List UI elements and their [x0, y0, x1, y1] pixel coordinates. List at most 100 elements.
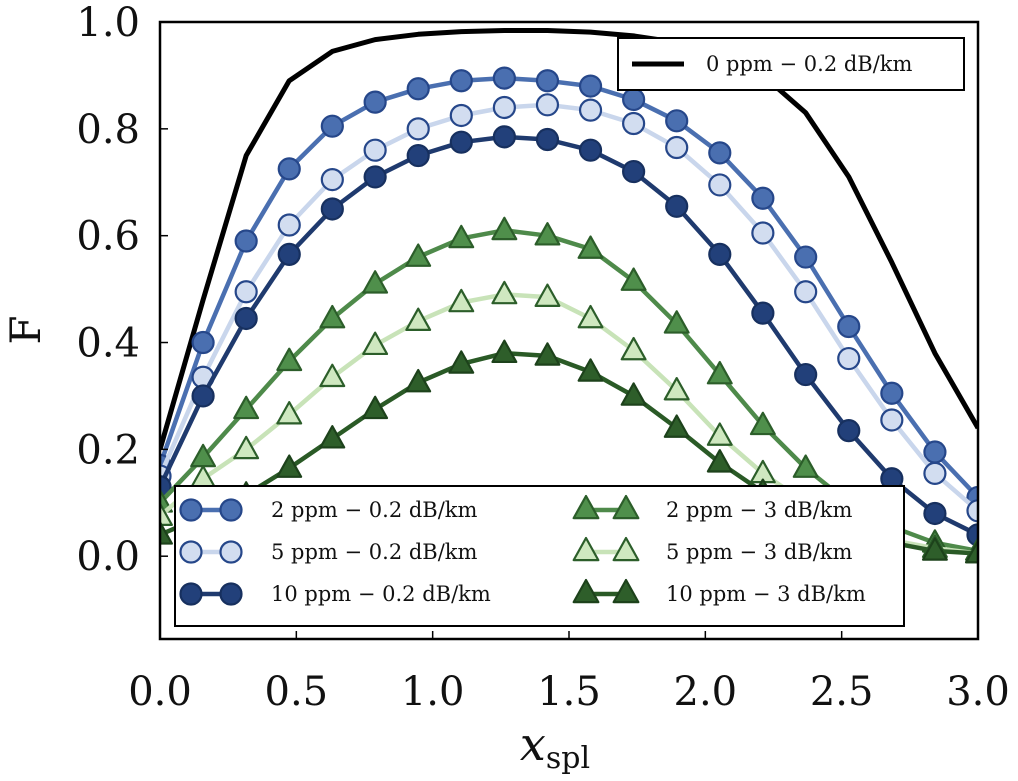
data-point-marker: [449, 130, 473, 154]
series-10-ppm-0-2-db-km: [160, 125, 978, 547]
data-point-marker: [234, 229, 258, 253]
y-axis-label: F: [1, 315, 50, 344]
data-point-marker: [620, 336, 647, 361]
legend-swatch-marker: [572, 494, 600, 520]
data-point-marker: [665, 135, 689, 160]
data-point-marker: [794, 362, 818, 387]
data-point-marker: [160, 502, 173, 526]
data-point-marker: [233, 395, 260, 420]
data-point-marker: [665, 109, 689, 133]
x-axis-label-sub: spl: [546, 741, 590, 776]
data-point-marker: [191, 384, 215, 408]
x-tick-label: 3.0: [946, 669, 1010, 715]
x-tick-label: 2.0: [674, 669, 738, 715]
legend-label: 5 ppm − 3 dB/km: [666, 540, 852, 564]
data-point-marker: [233, 435, 260, 460]
legend-swatch-marker: [572, 536, 600, 562]
data-point-marker: [362, 331, 389, 356]
legend-entry-2-ppm-0-2-db-km: 2 ppm − 0.2 dB/km: [179, 498, 478, 522]
series-2-ppm-3-db-km: [160, 216, 978, 561]
data-point-marker: [535, 93, 560, 117]
series-layer: [160, 28, 978, 564]
data-point-marker: [535, 69, 560, 93]
legend-top: 0 ppm − 0.2 dB/km: [617, 37, 965, 91]
legend-label: 2 ppm − 0.2 dB/km: [271, 498, 478, 522]
data-point-marker: [276, 401, 303, 425]
data-point-marker: [277, 213, 301, 237]
data-point-marker: [320, 197, 344, 221]
data-point-marker: [751, 301, 775, 325]
legend-label: 5 ppm − 0.2 dB/km: [271, 540, 478, 564]
data-point-marker: [320, 167, 344, 192]
data-point-marker: [492, 95, 516, 120]
x-axis-label-main: x: [520, 717, 546, 771]
data-point-marker: [751, 186, 775, 210]
legend-entry-2-ppm-3-db-km: 2 ppm − 3 dB/km: [572, 494, 852, 522]
legend-label: 2 ppm − 3 dB/km: [666, 498, 852, 522]
data-point-marker: [191, 330, 215, 355]
legend-swatch-marker: [219, 498, 243, 522]
data-point-marker: [880, 381, 904, 405]
legend-swatch-marker: [219, 540, 243, 564]
data-point-marker: [449, 103, 473, 128]
data-point-marker: [362, 270, 389, 294]
y-axis: 0.0 0.2 0.4 0.6 0.8 1.0: [76, 0, 168, 580]
data-point-marker: [448, 224, 475, 249]
legend-label: 10 ppm − 3 dB/km: [666, 582, 866, 606]
data-point-marker: [491, 339, 518, 364]
data-point-marker: [708, 242, 732, 266]
legend-bottom-entries: 2 ppm − 0.2 dB/km 5 ppm − 0.2 dB/km 10 ppm…: [179, 494, 866, 606]
data-point-marker: [160, 521, 173, 545]
data-point-marker: [665, 194, 689, 218]
data-point-marker: [448, 288, 475, 313]
data-point-marker: [319, 425, 346, 449]
data-point-marker: [706, 422, 733, 446]
data-point-marker: [406, 77, 430, 101]
data-point-marker: [923, 440, 947, 464]
data-point-marker: [276, 454, 303, 478]
data-point-marker: [837, 314, 861, 339]
data-point-marker: [837, 346, 861, 371]
series-0-ppm-0-2-db-km: [160, 28, 978, 451]
legend-swatch-marker: [612, 494, 640, 520]
x-tick-label: 2.5: [810, 669, 874, 715]
legend-entry-10-ppm-3-db-km: 10 ppm − 3 dB/km: [572, 578, 866, 606]
legend-swatch-marker: [179, 540, 203, 564]
data-point-marker: [578, 138, 603, 162]
series-line: [160, 28, 978, 451]
data-point-marker: [577, 235, 604, 259]
data-point-marker: [837, 419, 861, 443]
data-point-marker: [794, 280, 818, 304]
data-point-marker: [622, 87, 646, 112]
data-point-marker: [363, 165, 387, 189]
data-point-marker: [277, 242, 301, 266]
data-point-marker: [663, 310, 690, 334]
data-point-marker: [319, 363, 346, 388]
x-tick-label: 1.0: [401, 669, 465, 715]
legend-swatch-marker: [572, 578, 600, 604]
data-point-marker: [491, 280, 518, 305]
data-point-marker: [794, 245, 818, 269]
data-point-marker: [362, 395, 389, 420]
data-point-marker: [966, 523, 978, 547]
data-point-marker: [234, 280, 258, 304]
legend-swatch-marker: [612, 536, 640, 562]
legend-swatch-marker: [179, 582, 203, 606]
data-point-marker: [405, 307, 432, 332]
data-point-marker: [406, 117, 430, 141]
y-tick-label: 0.8: [76, 107, 140, 153]
data-point-marker: [966, 499, 978, 523]
data-point-marker: [406, 143, 430, 168]
data-point-marker: [921, 537, 948, 561]
data-point-marker: [663, 376, 690, 401]
data-point-marker: [320, 114, 344, 138]
series-2-ppm-0-2-db-km: [160, 66, 978, 510]
data-point-marker: [448, 350, 475, 374]
x-tick-label: 0.0: [128, 669, 192, 715]
data-point-marker: [492, 66, 516, 90]
data-point-marker: [491, 216, 518, 241]
data-point-marker: [277, 157, 301, 181]
series-5-ppm-0-2-db-km: [160, 93, 978, 523]
y-tick-label: 0.2: [76, 427, 140, 473]
